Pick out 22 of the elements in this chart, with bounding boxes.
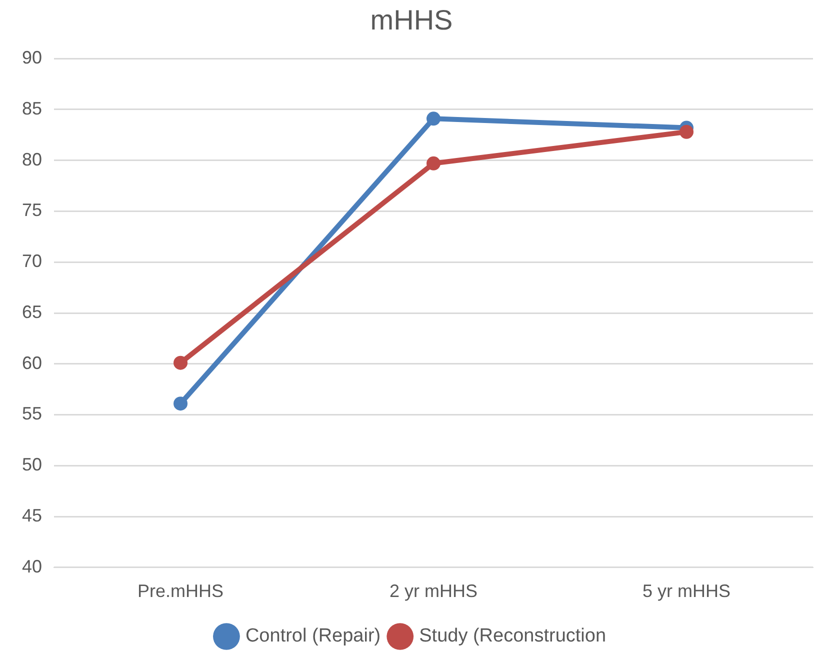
point [174, 396, 188, 411]
x-tick-label: 2 yr mHHS [390, 581, 478, 602]
legend-label: Study (Reconstruction [419, 626, 606, 647]
y-tick-label: 40 [22, 556, 42, 576]
point [174, 356, 188, 370]
legend-label: Control (Repair) [245, 626, 381, 647]
point [426, 156, 441, 170]
y-tick-label: 80 [22, 149, 42, 170]
point [680, 124, 694, 139]
y-tick-label: 45 [22, 505, 42, 526]
y-tick-label: 65 [22, 302, 42, 322]
y-tick-label: 75 [22, 200, 42, 220]
chart-title: mHHS [370, 4, 453, 36]
y-tick-label: 60 [22, 352, 42, 373]
x-tick-label: 5 yr mHHS [642, 581, 731, 602]
y-tick-label: 50 [22, 454, 42, 475]
y-tick-label: 85 [22, 98, 42, 118]
y-tick-label: 55 [22, 404, 42, 424]
point [426, 112, 441, 126]
y-tick-label: 90 [22, 48, 42, 68]
y-tick-label: 70 [22, 251, 42, 272]
x-tick-label: Pre.mHHS [138, 581, 224, 602]
